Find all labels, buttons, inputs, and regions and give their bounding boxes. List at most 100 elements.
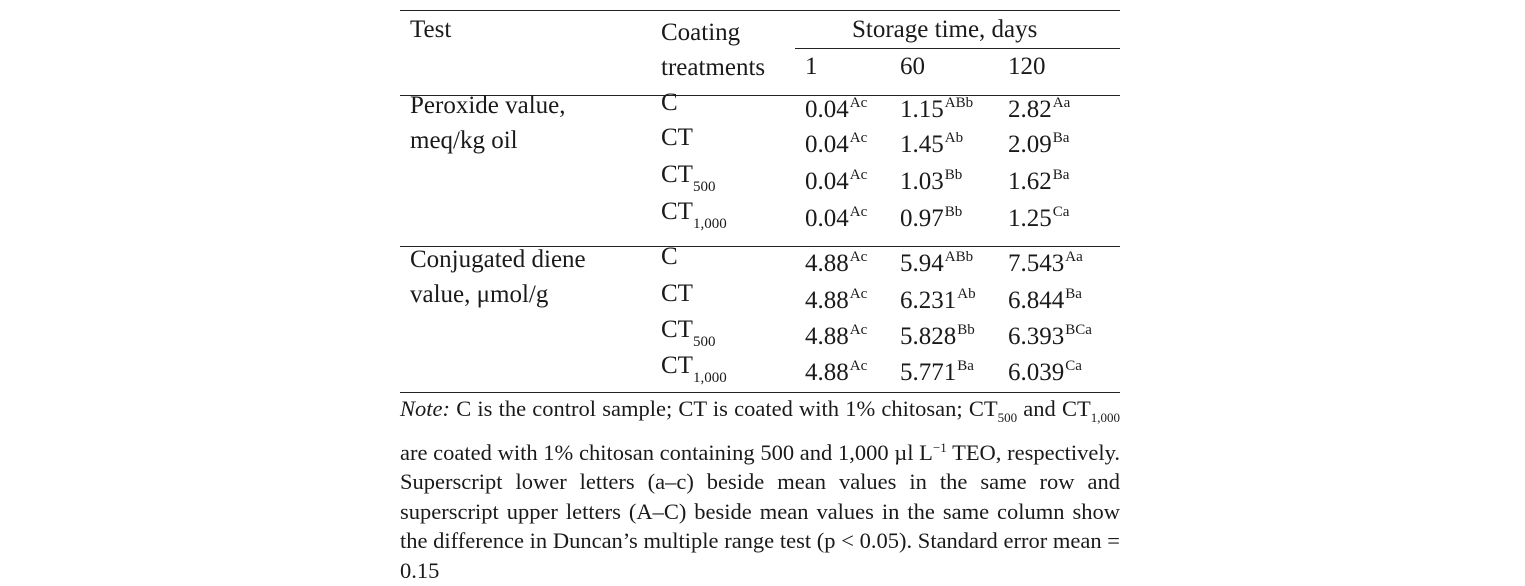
value: 2.82 xyxy=(1008,96,1052,123)
value-cell: 2.82Aa xyxy=(1008,88,1070,125)
value-cell: 0.04Ac xyxy=(805,88,867,125)
value: 5.94 xyxy=(900,250,944,277)
value-letters: Bb xyxy=(944,204,963,220)
value-cell: 1.15ABb xyxy=(900,88,973,125)
treatment-ct: CT xyxy=(661,280,693,307)
value-letters: Bb xyxy=(957,322,975,338)
treatment-c: C xyxy=(661,89,678,116)
value: 1.15 xyxy=(900,96,944,123)
header-day-60: 60 xyxy=(900,53,925,80)
table-bottom-rule xyxy=(400,392,1120,393)
note-superscript-minus-one: −1 xyxy=(932,439,947,455)
treatment-c: C xyxy=(661,243,678,270)
test-peroxide-label: Peroxide value, meq/kg oil xyxy=(410,92,566,154)
value-letters: Ac xyxy=(849,322,868,338)
value: 1.25 xyxy=(1008,205,1052,232)
value-cell: 5.771Ba xyxy=(900,351,974,388)
note-text-2: and CT xyxy=(1017,396,1091,421)
value: 0.97 xyxy=(900,205,944,232)
value-letters: Ac xyxy=(849,204,868,220)
note-subscript-1000: 1,000 xyxy=(1090,410,1120,425)
value-letters: Ac xyxy=(849,95,868,111)
treatment-ct500: CT500 xyxy=(661,160,715,202)
value-letters: Ac xyxy=(849,249,868,265)
treatment-ct1000: CT1,000 xyxy=(661,351,727,393)
value-cell: 7.543Aa xyxy=(1008,242,1083,279)
value-letters: Ba xyxy=(1052,167,1070,183)
note-text-3: are coated with 1% chitosan containing 5… xyxy=(400,439,933,465)
value-cell: 4.88Ac xyxy=(805,351,867,388)
value-cell: 0.97Bb xyxy=(900,197,962,234)
note-text-1: C is the control sample; CT is coated wi… xyxy=(450,396,998,421)
value-cell: 2.09Ba xyxy=(1008,123,1069,160)
value-letters: ABb xyxy=(944,95,974,111)
value: 5.828 xyxy=(900,323,957,350)
value: 1.45 xyxy=(900,131,944,158)
value-letters: Ab xyxy=(944,130,964,146)
treatment-ct500-subscript: 500 xyxy=(692,179,716,195)
value-letters: Ac xyxy=(849,286,868,302)
value-letters: Ab xyxy=(957,286,976,302)
value: 4.88 xyxy=(805,359,849,386)
value-letters: Ac xyxy=(849,358,868,374)
header-day-120: 120 xyxy=(1008,53,1046,80)
treatment-ct500-subscript: 500 xyxy=(692,334,716,350)
value-cell: 1.25Ca xyxy=(1008,197,1069,234)
treatment-ct1000-subscript: 1,000 xyxy=(692,216,727,232)
value-cell: 6.039Ca xyxy=(1008,351,1082,388)
treatment-ct1000-subscript: 1,000 xyxy=(692,370,727,386)
value-letters: Bb xyxy=(944,167,963,183)
value: 6.039 xyxy=(1008,359,1065,386)
value-letters: BCa xyxy=(1065,322,1092,338)
value-letters: Aa xyxy=(1065,249,1083,265)
value: 4.88 xyxy=(805,287,849,314)
value: 7.543 xyxy=(1008,250,1065,277)
value: 0.04 xyxy=(805,205,849,232)
value-cell: 1.62Ba xyxy=(1008,160,1069,197)
note-label: Note: xyxy=(400,396,450,421)
value-letters: Ba xyxy=(1052,130,1070,146)
value: 0.04 xyxy=(805,96,849,123)
value: 4.88 xyxy=(805,250,849,277)
value-letters: Aa xyxy=(1052,95,1071,111)
treatment-ct1000-label: CT xyxy=(661,352,693,379)
value-letters: Ac xyxy=(849,167,868,183)
header-coating: Coating treatments xyxy=(661,15,801,85)
value-letters: Ba xyxy=(1065,286,1082,302)
value: 6.844 xyxy=(1008,287,1065,314)
value-cell: 5.94ABb xyxy=(900,242,973,279)
value-cell: 6.231Ab xyxy=(900,279,976,316)
value-letters: Ba xyxy=(957,358,974,374)
value-cell: 1.03Bb xyxy=(900,160,962,197)
header-rule xyxy=(400,95,1120,96)
value-letters: ABb xyxy=(944,249,974,265)
value-cell: 4.88Ac xyxy=(805,315,867,352)
note-text-4: TEO, respectively. Superscript lower let… xyxy=(400,439,1120,583)
value-letters: Ca xyxy=(1052,204,1070,220)
treatment-ct500-label: CT xyxy=(661,161,693,188)
table-note: Note: C is the control sample; CT is coa… xyxy=(400,394,1120,586)
value-cell: 6.844Ba xyxy=(1008,279,1082,316)
treatment-ct500: CT500 xyxy=(661,315,715,357)
header-storage: Storage time, days xyxy=(852,16,1038,43)
test-peroxide-value: Peroxide value, meq/kg oil xyxy=(410,88,610,158)
header-coating-label: Coating treatments xyxy=(661,19,766,81)
group-rule xyxy=(400,246,1120,247)
value-cell: 0.04Ac xyxy=(805,123,867,160)
value-letters: Ca xyxy=(1065,358,1082,374)
value-cell: 5.828Bb xyxy=(900,315,975,352)
test-conjugated-diene-label: Conjugated diene value, μmol/g xyxy=(410,246,586,308)
value-cell: 4.88Ac xyxy=(805,279,867,316)
value: 1.62 xyxy=(1008,168,1052,195)
value: 2.09 xyxy=(1008,131,1052,158)
value: 0.04 xyxy=(805,168,849,195)
value: 6.393 xyxy=(1008,323,1065,350)
value-cell: 1.45Ab xyxy=(900,123,963,160)
value-cell: 6.393BCa xyxy=(1008,315,1092,352)
treatment-ct500-label: CT xyxy=(661,316,693,343)
test-conjugated-diene-value: Conjugated diene value, μmol/g xyxy=(410,242,630,312)
treatment-ct1000-label: CT xyxy=(661,198,693,225)
value-cell: 4.88Ac xyxy=(805,242,867,279)
value: 5.771 xyxy=(900,359,957,386)
header-day-1: 1 xyxy=(805,53,818,80)
